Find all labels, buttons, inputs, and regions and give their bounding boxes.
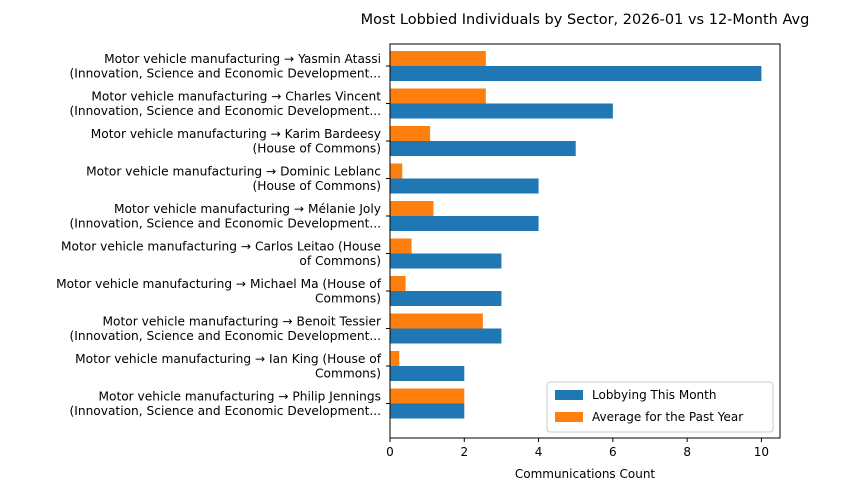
bar-past-year-avg (390, 276, 406, 291)
bar-this-month (390, 366, 465, 381)
bar-past-year-avg (390, 126, 431, 141)
x-tick-label: 0 (386, 445, 394, 459)
bar-this-month (390, 178, 539, 194)
bar-past-year-avg (390, 51, 486, 66)
x-tick-label: 6 (609, 445, 617, 459)
y-tick-label: Motor vehicle manufacturing → Carlos Lei… (61, 240, 381, 269)
x-axis-label: Communications Count (515, 467, 656, 481)
y-tick-label: Motor vehicle manufacturing → Philip Jen… (70, 390, 382, 419)
x-tick-label: 10 (754, 445, 769, 459)
legend: Lobbying This Month Average for the Past… (546, 381, 774, 433)
bar-past-year-avg (390, 388, 465, 404)
x-tick-label: 4 (535, 445, 543, 459)
legend-swatch-past-year (555, 412, 583, 422)
y-axis: Motor vehicle manufacturing → Yasmin Ata… (56, 52, 390, 418)
y-tick-label: Motor vehicle manufacturing → Dominic Le… (86, 165, 381, 194)
y-tick-label: Motor vehicle manufacturing → Ian King (… (75, 352, 382, 381)
legend-label-past-year: Average for the Past Year (592, 410, 743, 424)
bar-this-month (390, 66, 762, 81)
y-tick-label: Motor vehicle manufacturing → Benoit Tes… (70, 315, 382, 344)
x-axis: 0 2 4 6 8 10 (386, 438, 769, 459)
bar-this-month (390, 253, 502, 269)
bar-past-year-avg (390, 163, 403, 179)
bar-past-year-avg (390, 201, 434, 216)
plot-frame (389, 43, 781, 439)
y-tick-label: Motor vehicle manufacturing → Charles Vi… (70, 90, 382, 119)
x-tick-label: 2 (460, 445, 468, 459)
bar-past-year-avg (390, 313, 483, 329)
y-tick-label: Motor vehicle manufacturing → Yasmin Ata… (70, 52, 382, 81)
bar-this-month (390, 103, 613, 119)
legend-label-this-month: Lobbying This Month (592, 388, 716, 402)
bar-past-year-avg (390, 88, 486, 104)
bar-this-month (390, 403, 465, 419)
y-tick-label: Motor vehicle manufacturing → Karim Bard… (91, 127, 381, 156)
legend-swatch-this-month (555, 390, 583, 400)
bars-group (390, 51, 762, 419)
y-tick-label: Motor vehicle manufacturing → Michael Ma… (56, 277, 382, 306)
bar-this-month (390, 328, 502, 344)
y-tick-label: Motor vehicle manufacturing → Mélanie Jo… (70, 202, 382, 231)
bar-this-month (390, 141, 576, 156)
bar-past-year-avg (390, 351, 400, 366)
chart-title: Most Lobbied Individuals by Sector, 2026… (361, 12, 810, 28)
bar-this-month (390, 291, 502, 306)
bar-past-year-avg (390, 238, 412, 254)
legend-box (546, 381, 774, 433)
x-tick-label: 8 (683, 445, 691, 459)
bar-this-month (390, 216, 539, 231)
